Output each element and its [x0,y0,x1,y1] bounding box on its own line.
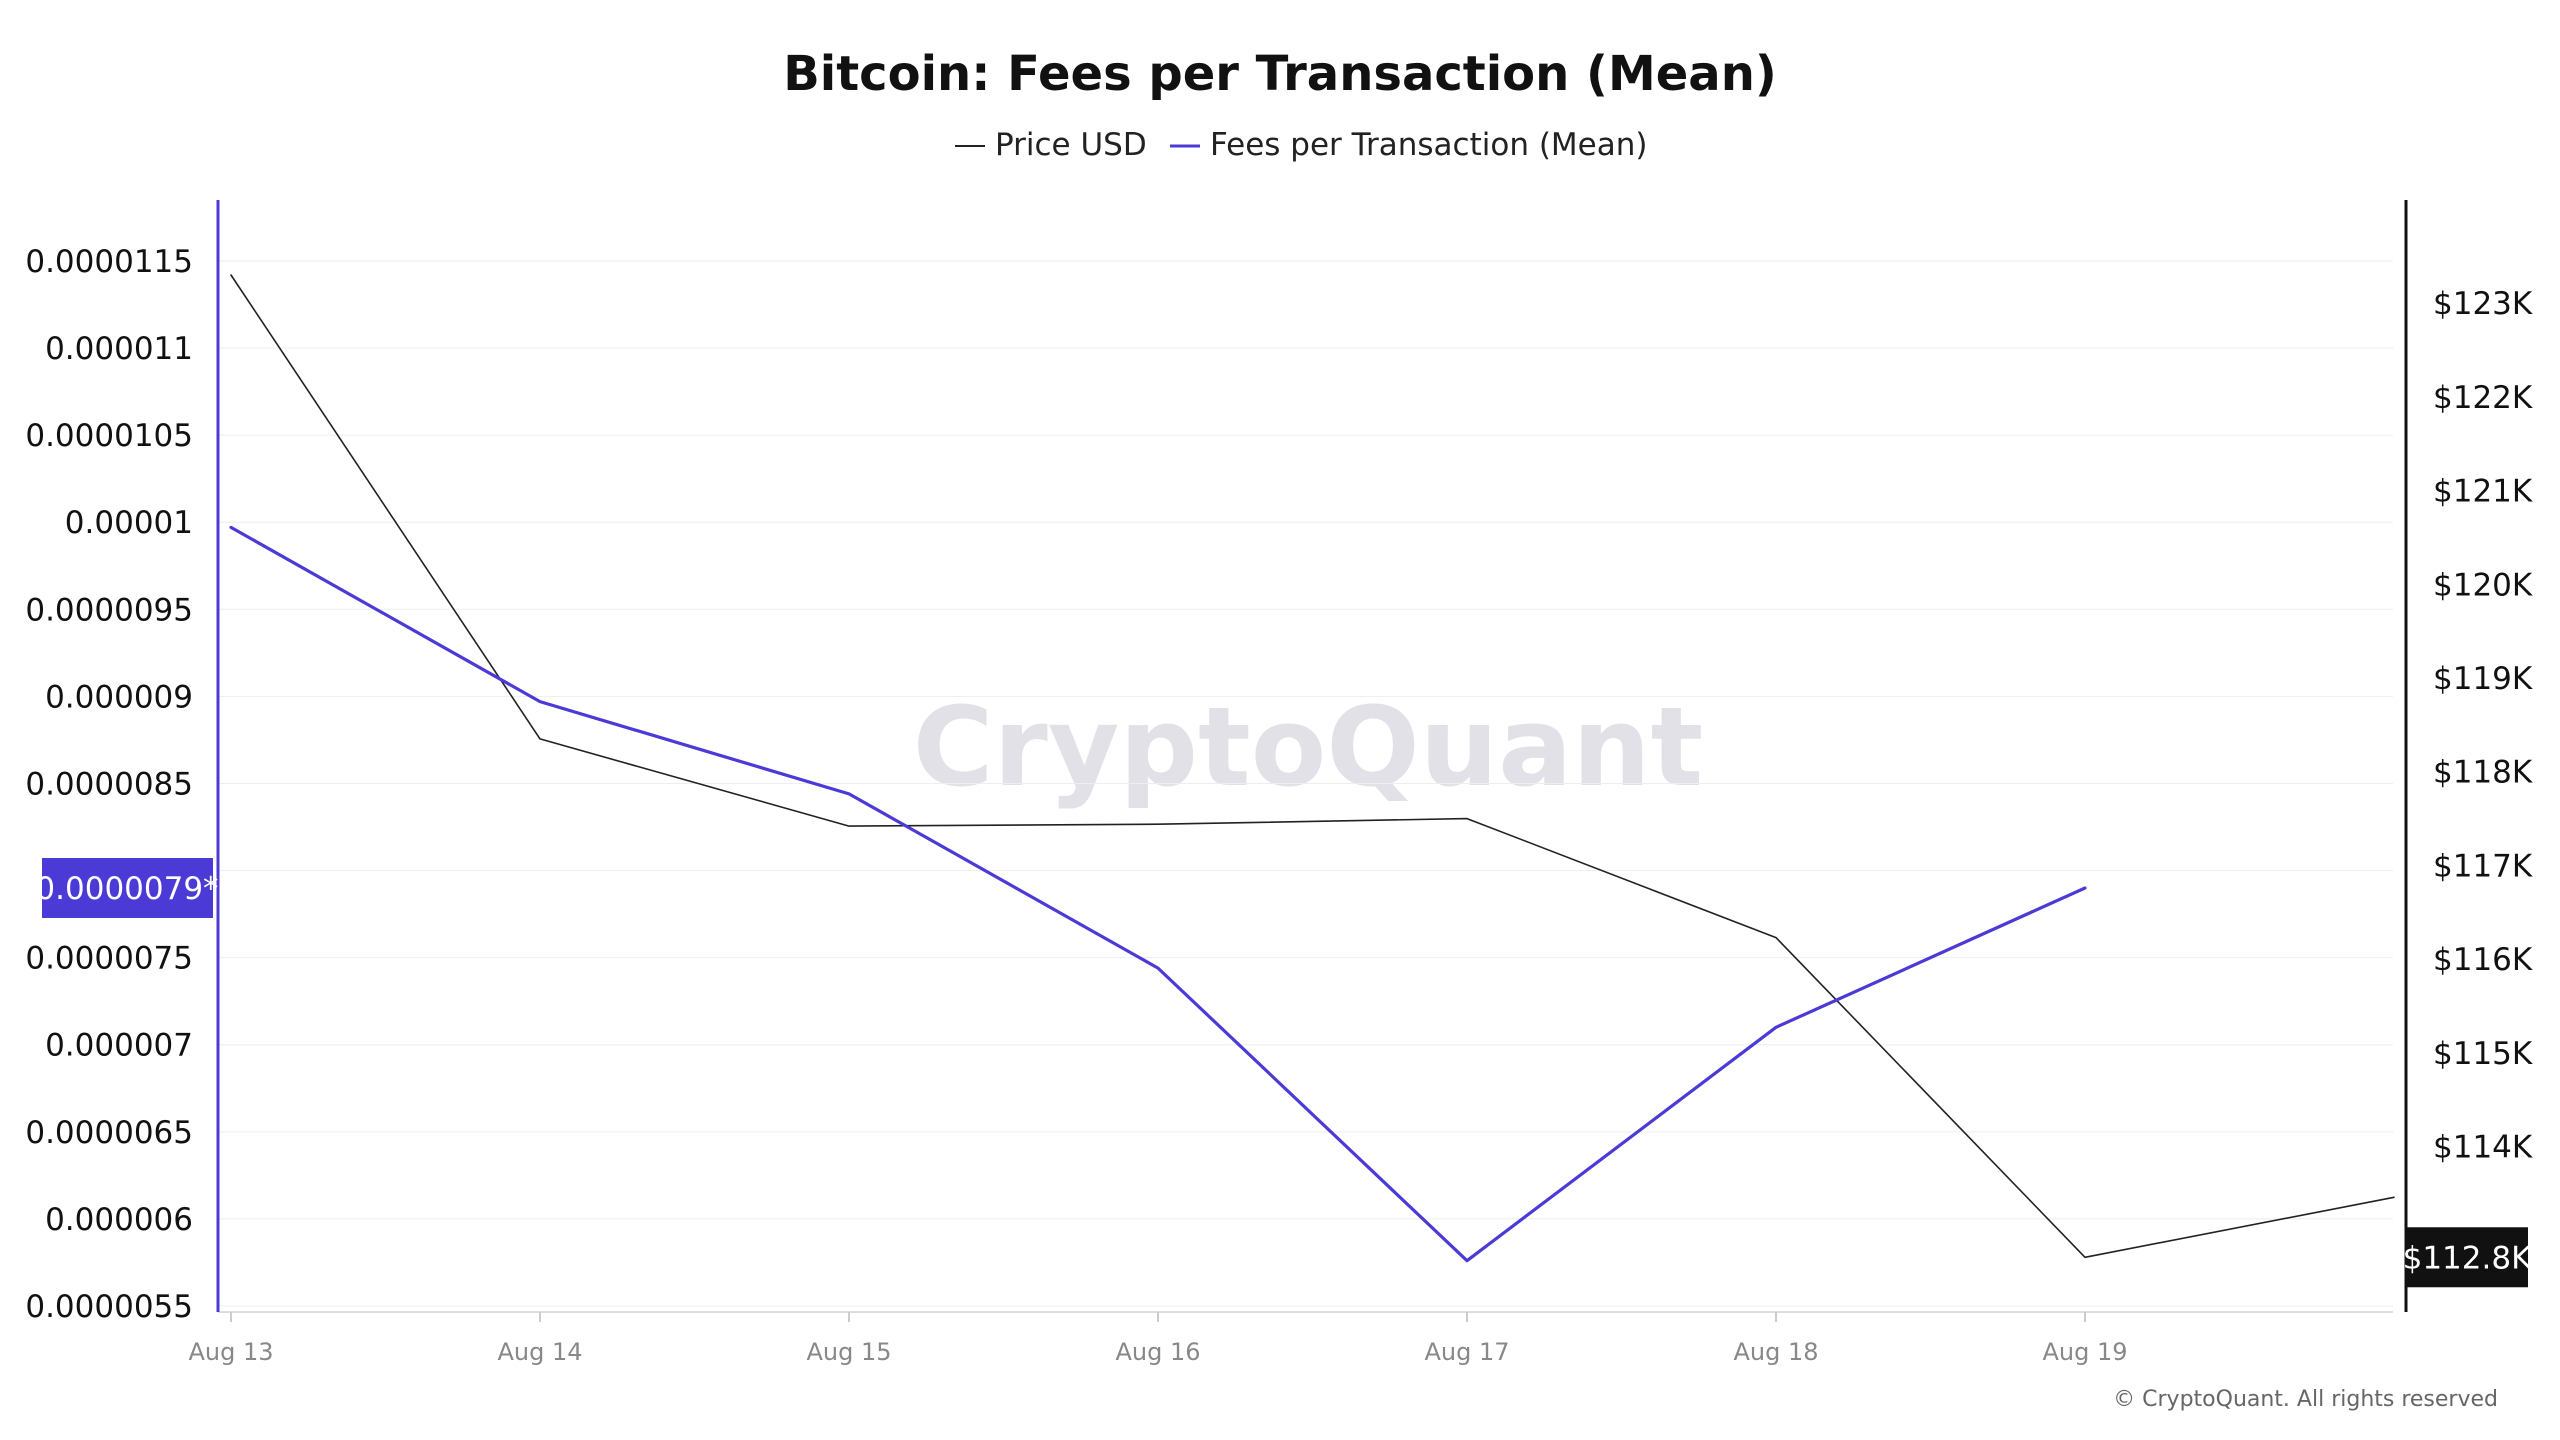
y-left-tick-label: 0.0000095 [25,592,193,628]
x-tick-label: Aug 16 [1115,1338,1200,1366]
right-axis-value-badge [2406,1227,2528,1288]
copyright-text: © CryptoQuant. All rights reserved [2113,1387,2498,1412]
x-tick-label: Aug 17 [1424,1338,1509,1366]
series-line-fees-per-transaction [229,525,2087,1263]
y-right-tick-label: $114K [2433,1130,2533,1166]
legend-label-price-usd: Price USD [995,127,1147,163]
x-tick-label: Aug 19 [2042,1338,2127,1366]
y-right-tick-label: $122K [2433,380,2533,416]
watermark: CryptoQuant [913,683,1704,811]
series-lines [229,274,2395,1263]
y-left-tick-label: 0.0000055 [25,1289,193,1325]
legend-label-fees: Fees per Transaction (Mean) [1210,127,1647,163]
y-right-tick-labels: $114K $115K $116K $117K $118K $119K $120K $121K… [2433,286,2533,1166]
y-right-tick-label: $116K [2433,942,2533,978]
x-tick-labels: Aug 13 Aug 14 Aug 15 Aug 16 Aug 17 Aug 18 Aug … [188,1312,2128,1366]
x-tick-label: Aug 15 [806,1338,891,1366]
x-tick-label: Aug 18 [1733,1338,1818,1366]
y-left-tick-label: 0.000006 [45,1202,193,1238]
gridlines [218,260,2393,1307]
legend: Price USD Fees per Transaction (Mean) [955,127,1647,163]
y-right-tick-label: $119K [2433,661,2533,697]
chart-title: Bitcoin: Fees per Transaction (Mean) [783,46,1777,102]
y-left-tick-label: 0.0000075 [25,941,193,977]
y-right-tick-label: $118K [2433,755,2533,791]
y-left-tick-label: 0.000007 [45,1028,193,1064]
y-right-tick-label: $120K [2433,567,2533,603]
x-tick-label: Aug 14 [497,1338,582,1366]
y-left-tick-label: 0.0000085 [25,766,193,802]
left-axis-value-badge [42,857,213,918]
y-left-tick-label: 0.0000105 [25,418,193,454]
series-line-price-usd [230,274,2395,1259]
value-badges: 0.0000079* $112.8K [35,857,2532,1288]
y-left-tick-label: 0.0000065 [25,1115,193,1151]
x-tick-label: Aug 13 [188,1338,273,1366]
y-left-tick-label: 0.0000115 [25,244,193,280]
y-right-tick-label: $121K [2433,474,2533,510]
left-axis-value-badge-label: 0.0000079* [35,871,218,907]
y-right-tick-label: $123K [2433,286,2533,322]
right-axis-value-badge-label: $112.8K [2403,1240,2532,1276]
y-right-tick-label: $115K [2433,1036,2533,1072]
y-left-tick-label: 0.00001 [65,505,193,541]
axes [216,200,2408,1313]
y-left-tick-label: 0.000009 [45,679,193,715]
y-left-tick-label: 0.000011 [45,331,193,367]
y-right-tick-label: $117K [2433,848,2533,884]
y-left-tick-labels: 0.0000055 0.000006 0.0000065 0.000007 0.0000… [25,244,193,1325]
